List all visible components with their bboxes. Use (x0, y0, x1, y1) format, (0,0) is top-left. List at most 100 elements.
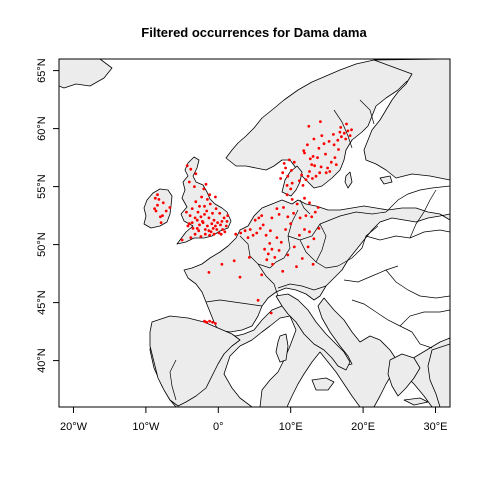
occurrence-point (306, 174, 310, 178)
occurrence-point (308, 170, 311, 173)
occurrence-point (153, 207, 157, 211)
occurrence-point (292, 160, 296, 164)
occurrence-point (212, 232, 216, 236)
occurrence-point (206, 224, 209, 228)
occurrence-point (195, 227, 199, 230)
occurrence-point (214, 224, 217, 228)
occurrence-point (189, 167, 193, 171)
y-tick-label: 65°N (36, 58, 48, 83)
occurrence-point (287, 158, 291, 162)
occurrence-point (273, 256, 277, 259)
occurrence-point (217, 231, 221, 235)
occurrence-point (258, 227, 262, 230)
occurrence-point (286, 215, 290, 219)
occurrence-point (232, 259, 236, 263)
occurrence-point (286, 174, 290, 178)
occurrence-point (269, 229, 272, 233)
occurrence-point (203, 213, 206, 216)
y-tick-label: 60°N (36, 116, 48, 141)
occurrence-point (282, 162, 286, 165)
occurrence-point (153, 196, 157, 200)
land-italy (275, 293, 351, 371)
map-panel (59, 59, 450, 407)
land-ireland (143, 188, 173, 229)
occurrence-point (320, 134, 324, 138)
occurrence-point (201, 221, 205, 225)
occurrence-point (159, 221, 163, 225)
occurrence-point (275, 207, 279, 211)
occurrence-point (186, 224, 190, 228)
x-tick-label: 10°E (279, 421, 303, 433)
occurrence-point (219, 223, 222, 227)
occurrence-point (203, 232, 207, 236)
occurrence-point (219, 232, 223, 236)
occurrence-point (156, 203, 159, 207)
occurrence-point (206, 198, 209, 201)
occurrence-point (319, 165, 323, 169)
occurrence-point (338, 130, 342, 134)
occurrence-point (216, 221, 220, 225)
occurrence-point (289, 222, 293, 226)
x-tick-label: 0° (213, 421, 224, 433)
land-greece (387, 353, 421, 397)
occurrence-point (312, 237, 316, 241)
occurrence-point (292, 211, 295, 215)
occurrence-point (277, 213, 281, 216)
occurrence-point (310, 215, 314, 219)
occurrence-point (279, 240, 283, 244)
occurrence-point (266, 252, 270, 256)
occurrence-points (153, 120, 353, 325)
occurrence-point (243, 229, 247, 233)
occurrence-point (187, 180, 191, 184)
occurrence-point (203, 319, 206, 323)
land-greenland-iceland (59, 59, 113, 89)
occurrence-point (311, 262, 315, 266)
occurrence-point (298, 216, 302, 220)
occurrence-point (208, 319, 212, 323)
occurrence-point (281, 269, 285, 273)
occurrence-point (300, 173, 303, 177)
occurrence-point (193, 185, 196, 189)
occurrence-point (164, 209, 168, 213)
occurrence-point (270, 247, 274, 251)
occurrence-point (224, 224, 228, 228)
y-tick-label: 55°N (36, 174, 48, 199)
occurrence-point (334, 163, 338, 167)
occurrence-point (208, 202, 212, 206)
occurrence-point (260, 214, 264, 218)
occurrence-point (208, 233, 212, 237)
occurrence-point (317, 227, 321, 230)
occurrence-point (337, 148, 340, 151)
occurrence-point (207, 216, 211, 220)
occurrence-point (260, 273, 264, 277)
occurrence-point (221, 228, 225, 231)
occurrence-point (207, 229, 211, 233)
x-tick-label: 10°W (132, 421, 160, 433)
occurrence-point (220, 220, 224, 223)
occurrence-point (257, 216, 261, 220)
occurrence-point (308, 157, 312, 161)
land-iberia (149, 315, 241, 407)
occurrence-point (187, 222, 191, 226)
occurrence-point (295, 202, 299, 206)
occurrence-point (290, 198, 294, 201)
occurrence-point (311, 155, 315, 158)
occurrence-point (161, 214, 164, 218)
land-anatolia (427, 343, 450, 407)
occurrence-point (265, 258, 269, 262)
occurrence-point (189, 236, 193, 240)
occurrence-point (270, 216, 274, 220)
occurrence-point (290, 169, 293, 172)
occurrence-point (223, 230, 227, 234)
occurrence-point (290, 181, 294, 185)
occurrence-point (275, 236, 279, 240)
occurrence-point (307, 124, 311, 128)
occurrence-point (311, 177, 314, 180)
occurrence-point (202, 187, 206, 191)
land-denmark (281, 165, 303, 197)
occurrence-point (159, 215, 162, 219)
occurrence-point (289, 187, 293, 191)
occurrence-point (302, 149, 306, 153)
occurrence-point (188, 214, 192, 218)
